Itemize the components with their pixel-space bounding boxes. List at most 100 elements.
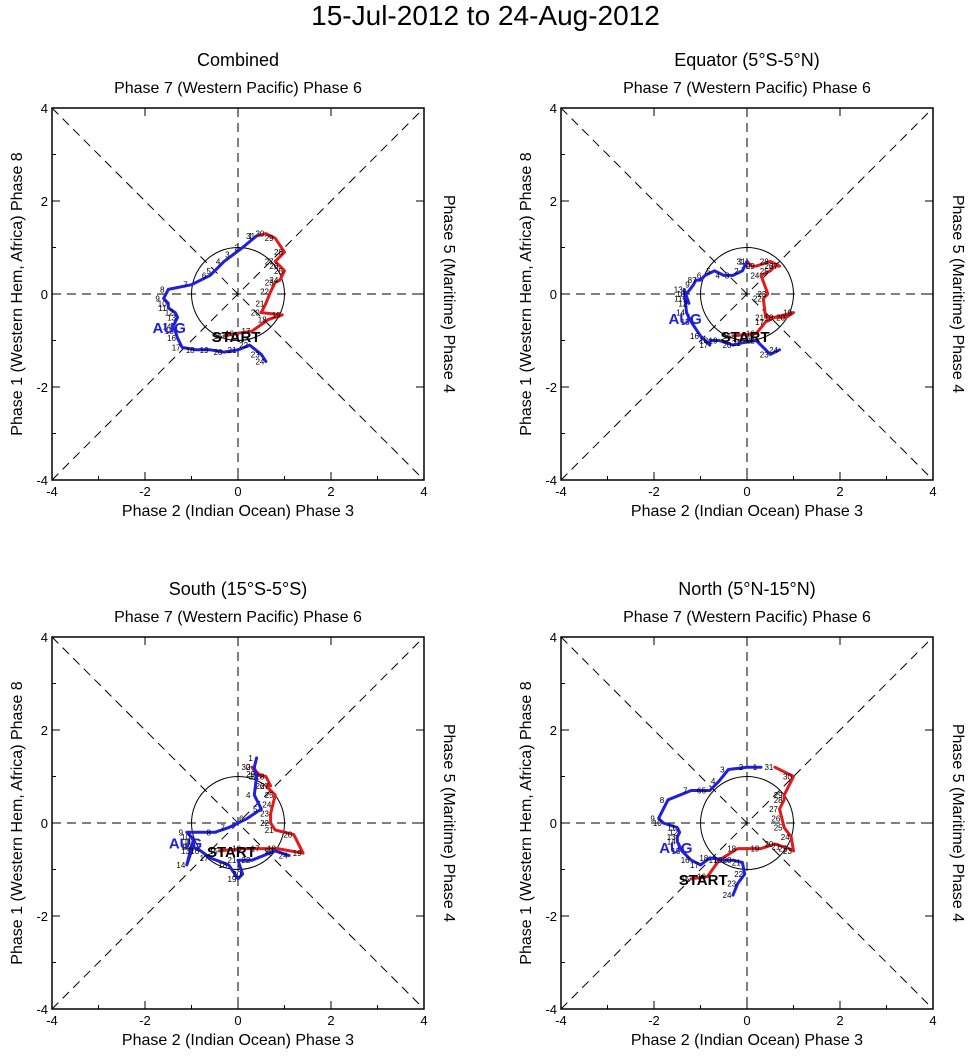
day-label: 28 bbox=[774, 796, 783, 805]
day-label: 16 bbox=[746, 330, 755, 339]
day-label: 24 bbox=[279, 852, 288, 861]
day-label: 16 bbox=[681, 856, 690, 865]
day-label: 11 bbox=[184, 838, 193, 847]
day-label: 12 bbox=[183, 842, 192, 851]
x-tick-label: -4 bbox=[46, 484, 58, 499]
trajectory-august bbox=[657, 765, 763, 897]
y-tick-label: 4 bbox=[550, 630, 557, 645]
x-tick-label: -4 bbox=[555, 484, 567, 499]
day-label: 17 bbox=[251, 845, 260, 854]
day-label: 20 bbox=[214, 348, 223, 357]
day-label: 21 bbox=[732, 859, 741, 868]
x-tick-label: 4 bbox=[420, 484, 427, 499]
y-tick-label: 0 bbox=[550, 287, 557, 302]
day-label: 21 bbox=[228, 346, 237, 355]
day-label: 19 bbox=[783, 309, 792, 318]
day-label: 22 bbox=[239, 341, 248, 350]
day-label: 6 bbox=[239, 814, 244, 823]
day-label: 19 bbox=[272, 311, 281, 320]
day-label: 16 bbox=[690, 332, 699, 341]
day-label: 24 bbox=[269, 276, 278, 285]
day-label: 26 bbox=[771, 814, 780, 823]
trajectory-july bbox=[217, 765, 305, 855]
day-label: 14 bbox=[676, 309, 685, 318]
day-label: 11 bbox=[667, 824, 676, 833]
day-label: 26 bbox=[255, 782, 264, 791]
day-label: 14 bbox=[176, 861, 185, 870]
day-label: 18 bbox=[267, 845, 276, 854]
day-label: 2 bbox=[234, 244, 239, 253]
day-label: 1 bbox=[248, 754, 253, 763]
day-label: 31 bbox=[737, 257, 746, 266]
day-label: 25 bbox=[760, 267, 769, 276]
day-label: 27 bbox=[769, 262, 778, 271]
phase-panel-3: South (15°S-5°S) Phase 7 (Western Pacific… bbox=[9, 579, 457, 1049]
right-phase-label: Phase 5 (Maritime) Phase 4 bbox=[440, 195, 457, 393]
day-label: 23 bbox=[727, 879, 736, 888]
day-label: 17 bbox=[709, 856, 718, 865]
left-phase-label: Phase 1 (Western Hem, Africa) Phase 8 bbox=[518, 681, 535, 964]
day-label: 16 bbox=[225, 330, 234, 339]
day-label: 21 bbox=[755, 313, 764, 322]
day-label: 12 bbox=[165, 309, 174, 318]
right-phase-label: Phase 5 (Maritime) Phase 4 bbox=[440, 724, 457, 922]
day-label: 15 bbox=[165, 327, 174, 336]
day-label: 19 bbox=[200, 346, 209, 355]
trajectory-july bbox=[731, 259, 795, 338]
trajectory-august bbox=[682, 259, 781, 356]
day-label: 1 bbox=[739, 257, 744, 266]
day-label: 15 bbox=[671, 847, 680, 856]
x-axis-label: Phase 2 (Indian Ocean) Phase 3 bbox=[122, 1032, 354, 1049]
x-tick-label: -2 bbox=[648, 1013, 660, 1028]
day-label: 29 bbox=[246, 770, 255, 779]
day-label: 13 bbox=[167, 313, 176, 322]
x-tick-label: 4 bbox=[929, 1013, 936, 1028]
day-label: 9 bbox=[179, 828, 184, 837]
day-label: 24 bbox=[262, 800, 271, 809]
day-label: 22 bbox=[241, 856, 250, 865]
day-label: 21 bbox=[255, 299, 264, 308]
day-label: 3 bbox=[725, 271, 730, 280]
day-label: 7 bbox=[692, 276, 697, 285]
day-label: 21 bbox=[228, 856, 237, 865]
trajectory-july bbox=[222, 232, 286, 338]
day-label: 27 bbox=[260, 782, 269, 791]
y-tick-label: 2 bbox=[550, 723, 557, 738]
day-label: 26 bbox=[269, 262, 278, 271]
day-label: 23 bbox=[265, 278, 274, 287]
day-label: 20 bbox=[723, 856, 732, 865]
day-label: 8 bbox=[160, 285, 165, 294]
top-phase-label: Phase 7 (Western Pacific) Phase 6 bbox=[623, 80, 871, 97]
x-axis-label: Phase 2 (Indian Ocean) Phase 3 bbox=[631, 1032, 863, 1049]
x-tick-label: -2 bbox=[139, 484, 151, 499]
day-label: 7 bbox=[183, 281, 188, 290]
x-tick-label: 4 bbox=[929, 484, 936, 499]
day-label: 2 bbox=[739, 763, 744, 772]
x-tick-label: 0 bbox=[743, 484, 750, 499]
unit-circle bbox=[700, 776, 794, 870]
day-label: 24 bbox=[769, 346, 778, 355]
day-label: 18 bbox=[186, 346, 195, 355]
x-tick-label: 0 bbox=[234, 1013, 241, 1028]
day-label: 23 bbox=[260, 810, 269, 819]
x-tick-label: 2 bbox=[327, 1013, 334, 1028]
day-label: 4 bbox=[246, 791, 251, 800]
day-label: 25 bbox=[774, 824, 783, 833]
day-label: 9 bbox=[685, 281, 690, 290]
figure-title: 15-Jul-2012 to 24-Aug-2012 bbox=[311, 0, 660, 31]
trajectory-august bbox=[185, 756, 291, 881]
day-label: 29 bbox=[265, 234, 274, 243]
day-label: 20 bbox=[232, 870, 241, 879]
day-label: 17 bbox=[690, 861, 699, 870]
day-label: 4 bbox=[716, 271, 721, 280]
day-label: 7 bbox=[220, 824, 225, 833]
x-tick-label: -4 bbox=[555, 1013, 567, 1028]
day-label: 20 bbox=[723, 341, 732, 350]
day-label: 13 bbox=[674, 285, 683, 294]
y-tick-label: -2 bbox=[36, 909, 48, 924]
x-tick-label: 0 bbox=[234, 484, 241, 499]
day-label: 20 bbox=[251, 309, 260, 318]
day-label: 19 bbox=[750, 845, 759, 854]
day-label: 15 bbox=[214, 332, 223, 341]
